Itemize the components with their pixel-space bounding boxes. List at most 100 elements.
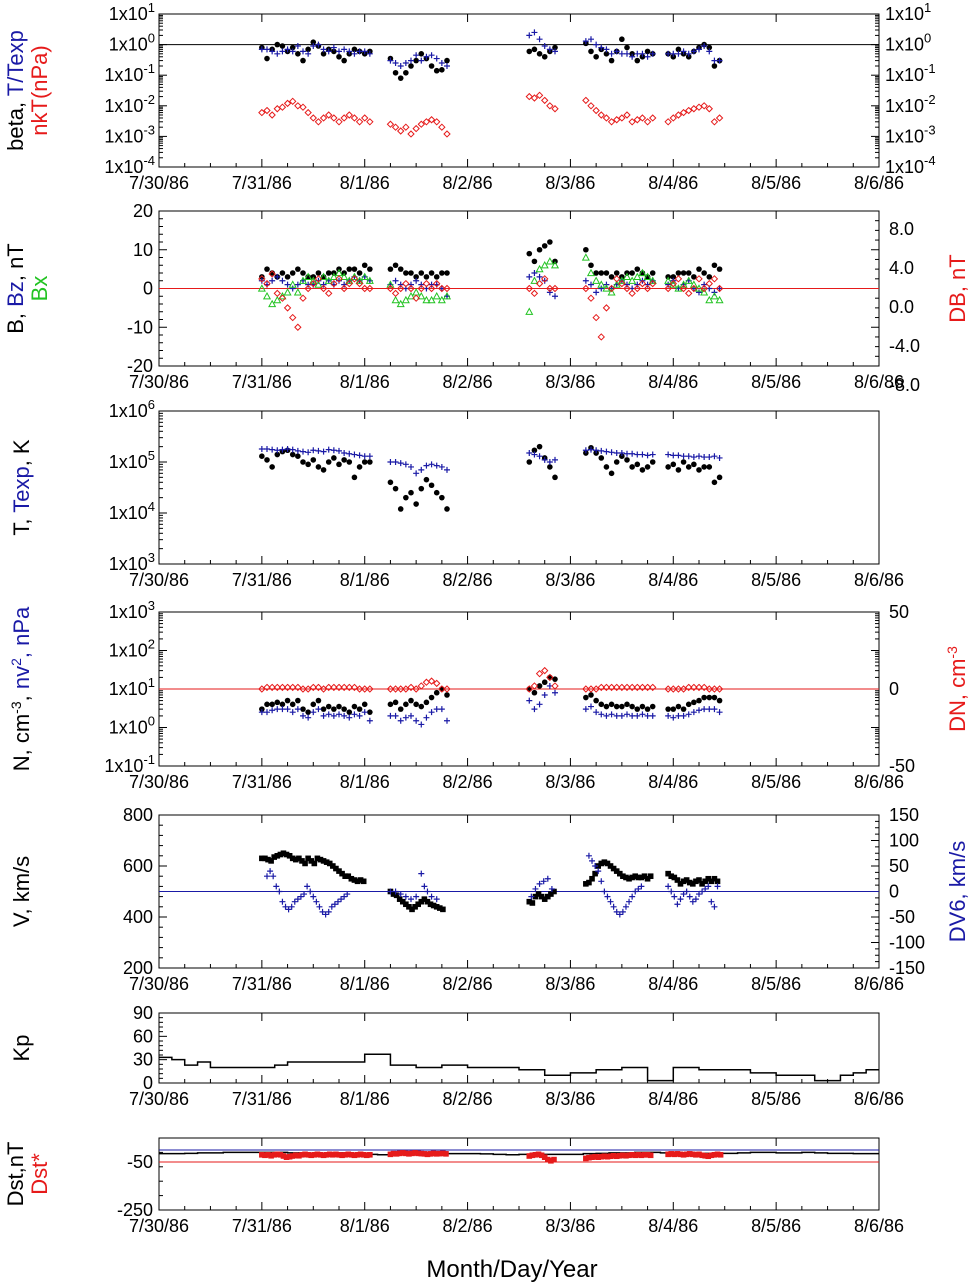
data-point bbox=[638, 683, 647, 692]
data-point bbox=[715, 114, 724, 122]
data-point bbox=[423, 274, 430, 280]
data-point bbox=[433, 679, 441, 688]
data-point bbox=[619, 453, 625, 459]
data-point bbox=[680, 270, 687, 276]
y-tick-label-right: 0 bbox=[889, 679, 899, 699]
data-point bbox=[330, 44, 337, 51]
data-point bbox=[299, 294, 307, 302]
data-point bbox=[696, 467, 702, 473]
data-point bbox=[582, 685, 590, 693]
y-tick-label-right: 50 bbox=[889, 856, 909, 876]
data-point bbox=[284, 706, 291, 713]
data-point bbox=[305, 1152, 311, 1158]
x-tick-label: 8/3/86 bbox=[545, 772, 595, 792]
data-point bbox=[711, 903, 718, 910]
data-point bbox=[582, 96, 590, 105]
data-point bbox=[320, 1152, 327, 1159]
data-point bbox=[335, 683, 343, 692]
data-point bbox=[696, 891, 702, 898]
data-point bbox=[690, 454, 697, 461]
data-point bbox=[613, 48, 620, 55]
data-point bbox=[689, 280, 698, 288]
data-point bbox=[638, 279, 647, 288]
data-point bbox=[345, 873, 352, 879]
data-point bbox=[350, 272, 359, 280]
x-tick-label: 8/5/86 bbox=[751, 570, 801, 590]
data-point bbox=[274, 50, 281, 57]
data-point bbox=[285, 906, 292, 913]
data-point bbox=[644, 464, 651, 470]
y-axis-title: N, cm-3, nv2, nPa bbox=[8, 606, 34, 771]
x-tick-label: 8/6/86 bbox=[854, 173, 904, 193]
data-point bbox=[408, 896, 414, 903]
data-point bbox=[299, 685, 307, 693]
data-point bbox=[283, 99, 292, 108]
x-tick-label: 7/31/86 bbox=[232, 570, 292, 590]
data-point bbox=[360, 878, 367, 885]
data-point bbox=[588, 36, 594, 43]
data-point bbox=[305, 281, 312, 288]
data-point bbox=[351, 451, 358, 458]
data-point bbox=[268, 270, 276, 278]
data-point bbox=[538, 1152, 545, 1159]
y-tick-label-right: 4.0 bbox=[889, 258, 914, 278]
data-point bbox=[421, 883, 428, 890]
data-point bbox=[626, 875, 632, 882]
data-point bbox=[544, 875, 551, 882]
data-point bbox=[711, 694, 718, 701]
data-point bbox=[525, 307, 534, 315]
data-point bbox=[693, 1152, 699, 1158]
data-point bbox=[361, 453, 368, 460]
y-tick-label: 1x102 bbox=[109, 637, 155, 661]
data-point bbox=[531, 689, 538, 696]
data-point bbox=[360, 1152, 367, 1158]
data-point bbox=[304, 108, 312, 117]
data-point bbox=[299, 103, 307, 111]
data-point bbox=[715, 685, 724, 693]
data-point bbox=[680, 706, 687, 712]
x-tick-label: 7/31/86 bbox=[232, 772, 292, 792]
data-point bbox=[670, 274, 677, 280]
data-point bbox=[345, 276, 354, 284]
data-point bbox=[408, 57, 414, 64]
data-point bbox=[412, 294, 420, 302]
data-point bbox=[593, 447, 600, 454]
data-point bbox=[415, 901, 421, 908]
data-point bbox=[690, 709, 697, 716]
data-point bbox=[711, 479, 718, 486]
data-point bbox=[278, 683, 287, 692]
data-point bbox=[619, 908, 626, 915]
data-point bbox=[675, 712, 682, 719]
data-point bbox=[351, 46, 358, 53]
data-point bbox=[644, 875, 651, 882]
data-point bbox=[695, 275, 703, 283]
series-layer bbox=[258, 666, 724, 728]
data-point bbox=[354, 1152, 361, 1158]
data-point bbox=[622, 272, 632, 280]
data-point bbox=[705, 295, 714, 304]
data-point bbox=[423, 462, 430, 469]
data-point bbox=[715, 284, 724, 293]
data-point bbox=[293, 1152, 299, 1159]
data-point bbox=[258, 108, 266, 117]
data-point bbox=[547, 239, 553, 245]
data-point bbox=[361, 685, 369, 693]
data-point bbox=[689, 898, 696, 905]
data-point bbox=[386, 280, 395, 288]
panel-kp: 7/30/86 7/31/86 8/1/86 8/2/86 8/3/86 8/4/86 8/… bbox=[9, 1003, 904, 1109]
data-point bbox=[289, 446, 296, 453]
data-point bbox=[608, 711, 615, 718]
data-point bbox=[603, 712, 610, 719]
data-point bbox=[339, 1152, 345, 1159]
data-point bbox=[305, 709, 311, 715]
panel-dst: 7/30/86 7/31/86 8/1/86 8/2/86 8/3/86 8/4/86 8/… bbox=[3, 1137, 904, 1236]
data-point bbox=[418, 898, 425, 905]
data-point bbox=[402, 685, 410, 693]
x-tick-label: 8/1/86 bbox=[340, 1216, 390, 1236]
data-point bbox=[262, 855, 268, 862]
data-point bbox=[685, 683, 693, 692]
data-point bbox=[438, 463, 445, 470]
data-point bbox=[399, 898, 406, 905]
series-layer bbox=[258, 443, 723, 512]
data-point bbox=[346, 450, 353, 457]
